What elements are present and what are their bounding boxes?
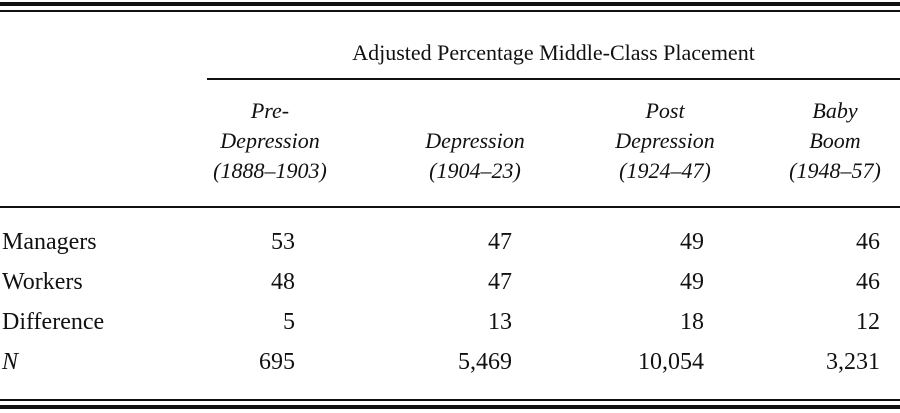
table-cell: 5,469 — [458, 349, 512, 375]
column-header-line: Pre- — [250, 98, 290, 123]
table-cell: 13 — [488, 309, 512, 335]
column-header-line: Post — [645, 98, 685, 123]
column-header-line: (1948–57) — [789, 158, 881, 183]
table-row-difference: Difference 5 13 18 12 — [0, 303, 900, 341]
row-label: Managers — [2, 229, 97, 255]
table-cell: 12 — [856, 309, 880, 335]
column-header-line: (1888–1903) — [213, 158, 327, 183]
table-cell: 49 — [680, 229, 704, 255]
table-cell: 46 — [856, 229, 880, 255]
column-header-pre-depression: Pre- Depression (1888–1903) — [195, 96, 345, 186]
table-row-workers: Workers 48 47 49 46 — [0, 263, 900, 301]
column-header-line: (1924–47) — [619, 158, 711, 183]
table-cell: 47 — [488, 269, 512, 295]
row-label: Difference — [2, 309, 105, 335]
table-cell: 5 — [283, 309, 295, 335]
column-header-line: Depression — [425, 128, 525, 153]
top-rule-thin — [0, 10, 900, 12]
column-header-baby-boom: Baby Boom (1948–57) — [770, 96, 900, 186]
table-cell: 48 — [271, 269, 295, 295]
spanner-heading: Adjusted Percentage Middle-Class Placeme… — [352, 40, 755, 65]
column-header-line: Boom — [809, 128, 861, 153]
column-header-post-depression: Post Depression (1924–47) — [590, 96, 740, 186]
table-cell: 53 — [271, 229, 295, 255]
table-cell: 3,231 — [826, 349, 880, 375]
row-label: Workers — [2, 269, 83, 295]
spanner-rule — [207, 78, 900, 80]
table-cell: 18 — [680, 309, 704, 335]
bottom-rule-thin — [0, 399, 900, 401]
header-rule — [0, 206, 900, 208]
column-header-depression: Depression (1904–23) — [400, 126, 550, 186]
table-cell: 47 — [488, 229, 512, 255]
table-row-n: N 695 5,469 10,054 3,231 — [0, 343, 900, 381]
table-row-managers: Managers 53 47 49 46 — [0, 223, 900, 261]
top-rule-thick — [0, 2, 900, 6]
table-cell: 46 — [856, 269, 880, 295]
column-header-line: Depression — [220, 128, 320, 153]
column-header-line: Baby — [812, 98, 858, 123]
table-cell: 695 — [259, 349, 295, 375]
table-cell: 10,054 — [638, 349, 704, 375]
bottom-rule-thick — [0, 405, 900, 409]
row-label: N — [2, 349, 19, 375]
column-header-line: Depression — [615, 128, 715, 153]
column-header-line: (1904–23) — [429, 158, 521, 183]
table-cell: 49 — [680, 269, 704, 295]
